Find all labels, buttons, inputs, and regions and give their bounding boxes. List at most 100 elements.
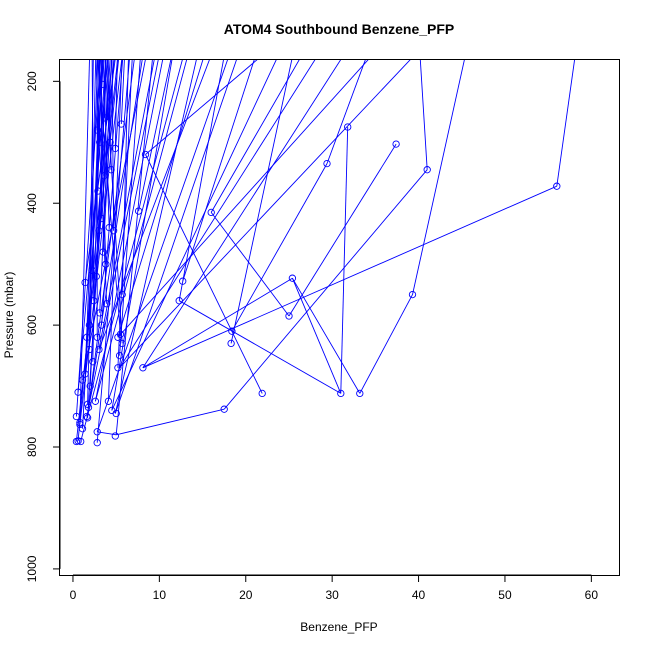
data-point <box>104 397 113 405</box>
data-point <box>179 277 187 285</box>
series-line-segment <box>142 60 342 369</box>
data-point <box>220 405 228 413</box>
series-line-segment <box>359 294 413 394</box>
series-line-segment <box>556 60 576 187</box>
series-line-segment <box>340 126 349 394</box>
data-point <box>141 150 150 159</box>
data-point <box>95 345 103 354</box>
x-tick-label: 30 <box>325 588 339 602</box>
data-point <box>111 432 119 440</box>
series-line-segment <box>223 169 428 410</box>
data-point <box>89 358 97 366</box>
data-point <box>96 309 104 317</box>
series-line-segment <box>326 60 366 164</box>
data-point <box>78 425 87 433</box>
series-line-segment <box>109 60 119 143</box>
data-point <box>553 182 561 190</box>
data-point <box>77 437 85 446</box>
x-tick-label: 20 <box>239 588 253 602</box>
data-point <box>91 397 100 405</box>
data-point <box>93 333 101 341</box>
series-line-segment <box>79 60 90 423</box>
series-line-segment <box>119 60 316 369</box>
series-line-segment <box>114 60 237 414</box>
data-point <box>288 274 297 282</box>
series-line-segment <box>82 60 104 429</box>
plot-data <box>72 60 576 447</box>
data-point <box>84 403 93 412</box>
series-line-segment <box>117 60 133 368</box>
series-line-segment <box>102 60 115 253</box>
data-point <box>139 364 147 372</box>
data-point <box>98 80 106 89</box>
data-point <box>97 321 106 329</box>
series-line-segment <box>210 212 290 317</box>
data-point <box>85 345 94 354</box>
series-line-segment <box>138 60 172 212</box>
data-point <box>85 321 94 329</box>
series-line-segment <box>412 60 465 295</box>
series-line-segment <box>107 60 123 402</box>
series-line-segment <box>89 60 108 387</box>
series-line-segment <box>178 60 224 301</box>
x-tick-label: 60 <box>585 588 599 602</box>
data-point <box>116 330 125 338</box>
data-point <box>93 428 101 436</box>
plot-frame <box>59 59 620 576</box>
data-point <box>72 412 81 421</box>
y-axis: 200 400 600 800 1000 <box>25 71 61 582</box>
series-line-segment <box>111 60 277 411</box>
data-point <box>114 364 122 372</box>
data-point <box>86 382 94 390</box>
data-point <box>83 333 91 341</box>
series-line-segment <box>419 60 428 170</box>
data-point <box>117 120 125 128</box>
data-point <box>258 389 266 398</box>
series-line-segment <box>77 60 109 393</box>
data-point <box>78 376 87 384</box>
data-point <box>76 420 84 429</box>
data-point <box>103 300 111 308</box>
y-tick-label: 1000 <box>25 555 39 582</box>
data-point <box>88 266 96 274</box>
series-line-segment <box>182 60 255 282</box>
data-point <box>95 227 103 235</box>
data-point <box>94 187 102 195</box>
data-point <box>83 400 92 408</box>
data-point <box>227 339 235 348</box>
x-axis-label: Benzene_PFP <box>300 620 377 634</box>
series-line-segment <box>120 60 125 125</box>
data-point <box>83 414 92 422</box>
series-line-segment <box>88 60 143 408</box>
data-point <box>108 406 116 415</box>
data-point <box>175 297 183 305</box>
data-point <box>93 439 101 447</box>
data-point <box>99 248 107 256</box>
y-tick-label: 200 <box>25 71 39 91</box>
data-point <box>106 138 114 146</box>
series-line-segment <box>114 60 118 149</box>
series-line-segment <box>230 60 293 344</box>
data-point <box>111 144 119 153</box>
series-line-segment <box>291 278 342 394</box>
series-line-segment <box>115 60 153 435</box>
data-point <box>93 126 101 134</box>
data-point <box>92 272 100 281</box>
series-line-segment <box>88 60 94 326</box>
series-line-segment <box>77 60 113 441</box>
data-point <box>101 114 109 122</box>
series-line-segment <box>98 60 155 350</box>
data-point <box>109 227 118 235</box>
data-point <box>323 159 331 168</box>
data-point <box>107 166 115 174</box>
series-line-segment <box>117 60 369 338</box>
series-line-segment <box>119 60 411 369</box>
data-point <box>118 339 126 348</box>
data-point <box>83 412 91 421</box>
data-point <box>97 214 106 223</box>
series-line-segment <box>145 154 263 394</box>
series-line-segment <box>99 60 112 313</box>
y-axis-label: Pressure (mbar) <box>2 272 16 359</box>
series-line-segment <box>142 185 557 369</box>
